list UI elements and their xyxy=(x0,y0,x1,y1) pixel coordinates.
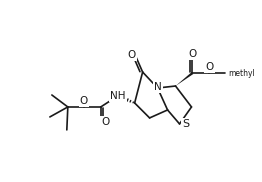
Text: O: O xyxy=(80,96,88,106)
Text: O: O xyxy=(128,50,136,60)
Text: O: O xyxy=(188,49,196,59)
Text: O: O xyxy=(205,62,214,72)
Text: S: S xyxy=(182,119,189,129)
Text: NH: NH xyxy=(110,91,125,101)
Text: N: N xyxy=(154,82,161,92)
Polygon shape xyxy=(176,72,193,86)
Text: methyl: methyl xyxy=(228,69,255,78)
Text: O: O xyxy=(102,117,110,127)
